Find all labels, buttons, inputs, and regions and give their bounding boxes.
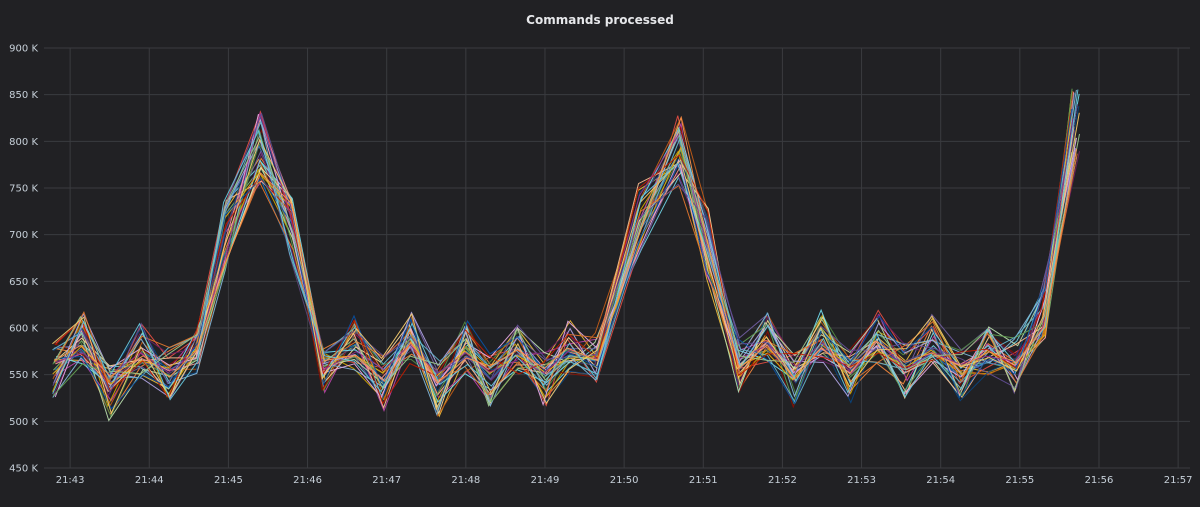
panel-title: Commands processed	[526, 13, 674, 27]
y-tick-label: 800 K	[9, 137, 38, 148]
y-tick-label: 900 K	[9, 44, 38, 55]
y-tick-label: 750 K	[9, 184, 38, 195]
x-tick-label: 21:53	[847, 475, 876, 486]
y-tick-label: 600 K	[9, 324, 38, 335]
x-tick-label: 21:47	[372, 475, 401, 486]
x-tick-label: 21:51	[689, 475, 718, 486]
series-line	[52, 89, 1079, 401]
series-line	[52, 112, 1080, 415]
x-tick-label: 21:55	[1005, 475, 1034, 486]
y-tick-label: 550 K	[9, 370, 38, 381]
y-tick-label: 850 K	[9, 90, 38, 101]
series-line	[54, 110, 1072, 418]
series-line	[53, 125, 1080, 408]
series-line	[55, 130, 1076, 387]
series-line	[53, 115, 1077, 384]
x-tick-label: 21:57	[1164, 475, 1193, 486]
x-tick-label: 21:49	[531, 475, 560, 486]
y-tick-label: 700 K	[9, 230, 38, 241]
series-line	[54, 108, 1073, 413]
series-group	[52, 88, 1080, 422]
x-tick-label: 21:52	[768, 475, 797, 486]
x-tick-label: 21:50	[610, 475, 639, 486]
x-tick-label: 21:56	[1085, 475, 1114, 486]
x-tick-label: 21:48	[451, 475, 480, 486]
grid	[44, 47, 1190, 469]
x-tick-label: 21:54	[926, 475, 955, 486]
x-tick-label: 21:46	[293, 475, 322, 486]
y-tick-label: 500 K	[9, 417, 38, 428]
series-line	[55, 111, 1074, 376]
series-line	[55, 112, 1072, 405]
y-tick-label: 650 K	[9, 277, 38, 288]
y-tick-label: 450 K	[9, 464, 38, 475]
x-tick-label: 21:44	[135, 475, 164, 486]
x-tick-label: 21:45	[214, 475, 243, 486]
x-tick-label: 21:43	[56, 475, 85, 486]
